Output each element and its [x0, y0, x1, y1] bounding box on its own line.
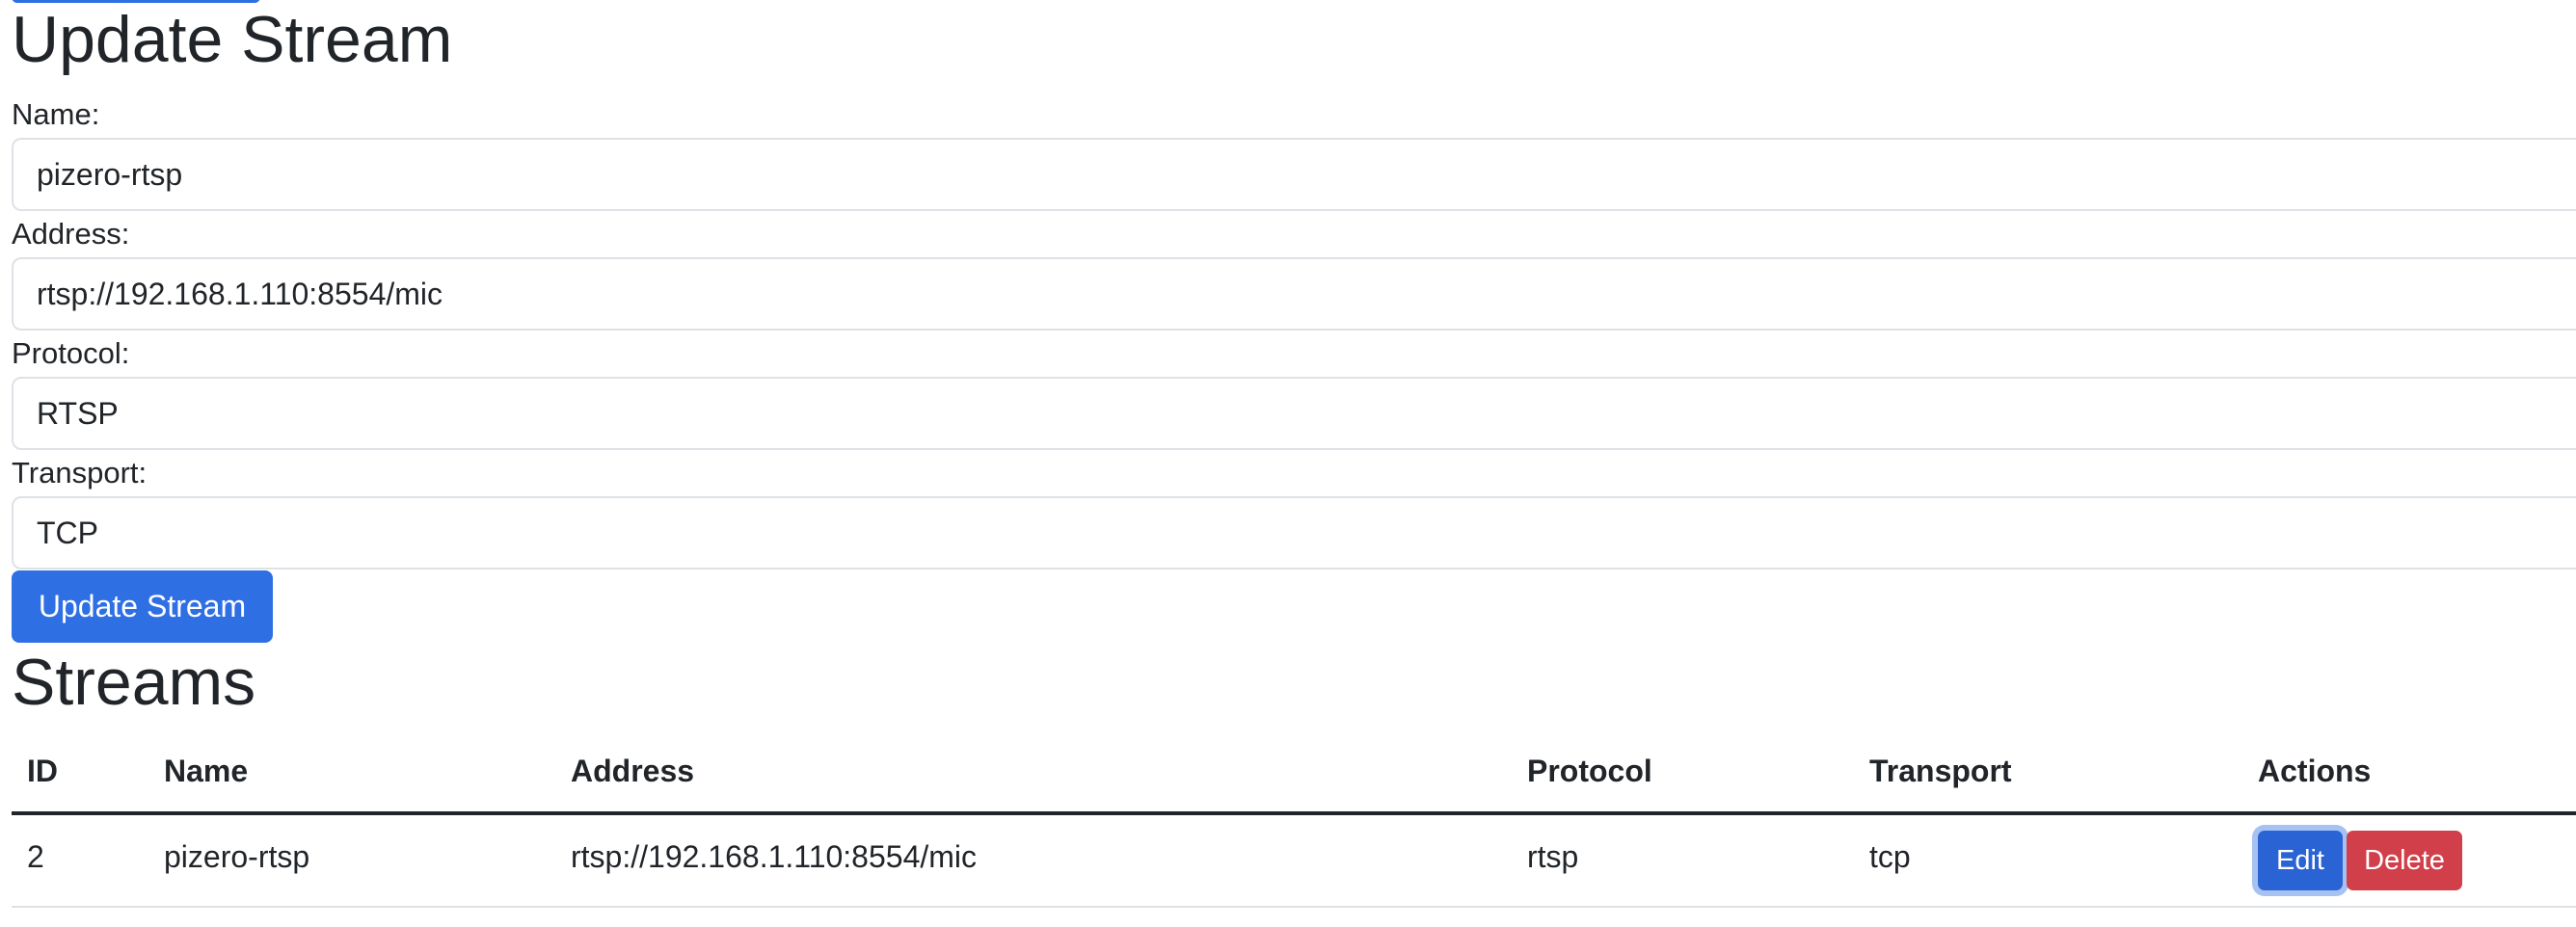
- column-header-transport: Transport: [1869, 754, 2012, 788]
- stream-name: pizero-rtsp: [164, 839, 310, 874]
- table-header: ID Name Address Protocol Transport Actio…: [12, 742, 2576, 815]
- stream-protocol: rtsp: [1527, 839, 1579, 874]
- transport-label: Transport:: [12, 456, 148, 490]
- stream-transport: tcp: [1869, 839, 1911, 874]
- name-input[interactable]: [12, 138, 2576, 211]
- streams-heading: Streams: [12, 646, 256, 719]
- address-input[interactable]: [12, 257, 2576, 331]
- column-header-id: ID: [27, 754, 58, 788]
- table-row: 2 pizero-rtsp rtsp://192.168.1.110:8554/…: [12, 815, 2576, 908]
- cut-off-button[interactable]: [12, 0, 260, 3]
- address-label: Address:: [12, 217, 130, 251]
- protocol-label: Protocol:: [12, 336, 130, 370]
- transport-input[interactable]: [12, 496, 2576, 569]
- column-header-protocol: Protocol: [1527, 754, 1652, 788]
- stream-id: 2: [27, 839, 44, 874]
- delete-button[interactable]: Delete: [2347, 831, 2462, 890]
- edit-button[interactable]: Edit: [2258, 831, 2343, 890]
- column-header-address: Address: [571, 754, 695, 788]
- page-title: Update Stream: [12, 3, 453, 76]
- streams-table: ID Name Address Protocol Transport Actio…: [12, 742, 2576, 908]
- column-header-name: Name: [164, 754, 249, 788]
- update-stream-button[interactable]: Update Stream: [12, 570, 273, 643]
- name-label: Name:: [12, 97, 100, 131]
- column-header-actions: Actions: [2258, 754, 2372, 788]
- protocol-input[interactable]: [12, 377, 2576, 450]
- stream-address: rtsp://192.168.1.110:8554/mic: [571, 839, 978, 874]
